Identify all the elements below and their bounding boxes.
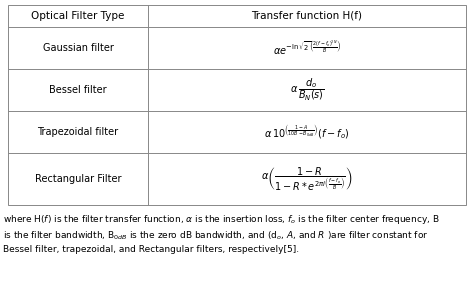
Text: $\alpha e^{-\ln\sqrt{2}\left(\frac{2(f-f_o)^{2N}}{B}\right)}$: $\alpha e^{-\ln\sqrt{2}\left(\frac{2(f-f…	[273, 39, 341, 57]
Text: Bessel filter, trapezoidal, and Rectangular filters, respectively[5].: Bessel filter, trapezoidal, and Rectangu…	[3, 245, 299, 254]
Text: Optical Filter Type: Optical Filter Type	[31, 11, 125, 21]
Text: Bessel filter: Bessel filter	[49, 85, 107, 95]
Text: Trapezoidal filter: Trapezoidal filter	[37, 127, 118, 137]
Text: Transfer function H(f): Transfer function H(f)	[252, 11, 363, 21]
Text: Rectangular Filter: Rectangular Filter	[35, 174, 121, 184]
Text: $\alpha\left(\dfrac{1-R}{1-R*e^{2\pi i\left(\frac{f-f_o}{B}\right)}}\right)$: $\alpha\left(\dfrac{1-R}{1-R*e^{2\pi i\l…	[261, 165, 353, 193]
Text: is the filter bandwidth, B$_{0dB}$ is the zero dB bandwidth, and (d$_o$, $A$, an: is the filter bandwidth, B$_{0dB}$ is th…	[3, 229, 428, 242]
Text: $\alpha\,\dfrac{d_o}{B_N(s)}$: $\alpha\,\dfrac{d_o}{B_N(s)}$	[290, 77, 324, 103]
Text: where H($f$) is the filter transfer function, $\alpha$ is the insertion loss, $f: where H($f$) is the filter transfer func…	[3, 213, 440, 226]
Text: $\alpha\,10^{\left(\frac{1-A}{10B-B_{0dB}}\right)}(f-f_o)$: $\alpha\,10^{\left(\frac{1-A}{10B-B_{0dB…	[264, 123, 350, 141]
Text: Gaussian filter: Gaussian filter	[43, 43, 113, 53]
Bar	[8, 5, 466, 205]
